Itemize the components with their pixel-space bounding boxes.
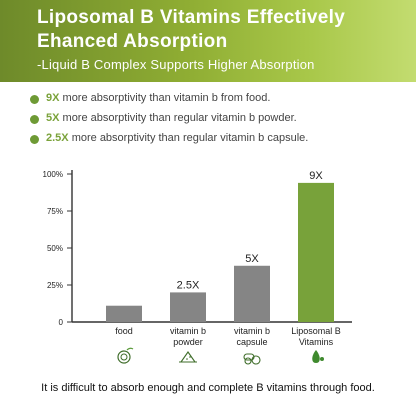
page-title-line-1: Liposomal B Vitamins Effectively xyxy=(37,7,346,28)
food-icon xyxy=(117,347,134,364)
benefit-list: 9X more absorptivity than vitamin b from… xyxy=(30,90,410,150)
x-category-label: Vitamins xyxy=(299,337,334,347)
bar-data-label: 2.5X xyxy=(177,279,200,291)
benefit-description: more absorptivity than vitamin b from fo… xyxy=(59,92,271,104)
bullet-dot-icon xyxy=(30,115,39,124)
benefit-description: more absorptivity than regular vitamin b… xyxy=(68,132,309,144)
bar-4 xyxy=(298,182,334,322)
bullet-dot-icon xyxy=(30,95,39,104)
footer-note: It is difficult to absorb enough and com… xyxy=(41,382,375,394)
powder-icon xyxy=(179,351,197,363)
header-banner: Liposomal B Vitamins Effectively Ehanced… xyxy=(0,0,416,82)
droplet-icon xyxy=(312,350,324,363)
y-tick-label: 75% xyxy=(47,207,63,216)
x-category-label: vitamin b xyxy=(170,326,206,336)
bar-data-label: 9X xyxy=(309,170,323,182)
x-category-label: capsule xyxy=(236,337,267,347)
y-tick-label: 25% xyxy=(47,281,63,290)
x-category-label: food xyxy=(115,326,133,336)
x-category-label: Liposomal B xyxy=(291,326,341,336)
capsule-icon xyxy=(243,353,261,365)
benefit-highlight: 5X xyxy=(46,112,60,124)
benefit-description: more absorptivity than regular vitamin b… xyxy=(59,112,297,124)
y-tick-label: 100% xyxy=(43,170,63,179)
benefit-item: 5X more absorptivity than regular vitami… xyxy=(30,110,410,130)
benefit-text: 5X more absorptivity than regular vitami… xyxy=(46,112,297,124)
bar-1 xyxy=(106,305,142,322)
x-category-label: powder xyxy=(173,337,203,347)
benefit-item: 2.5X more absorptivity than regular vita… xyxy=(30,130,410,150)
y-tick-label: 0 xyxy=(59,318,64,327)
page-subtitle: -Liquid B Complex Supports Higher Absorp… xyxy=(37,57,315,72)
bar-data-label: 5X xyxy=(245,253,259,265)
benefit-item: 9X more absorptivity than vitamin b from… xyxy=(30,90,410,110)
x-category-label: vitamin b xyxy=(234,326,270,336)
bullet-dot-icon xyxy=(30,135,39,144)
benefit-highlight: 9X xyxy=(46,92,60,104)
benefit-text: 2.5X more absorptivity than regular vita… xyxy=(46,132,308,144)
benefit-highlight: 2.5X xyxy=(46,132,69,144)
benefit-text: 9X more absorptivity than vitamin b from… xyxy=(46,92,270,104)
page-title-line-2: Ehanced Absorption xyxy=(37,31,228,52)
y-tick-label: 50% xyxy=(47,244,63,253)
bar-2 xyxy=(170,292,206,322)
bar-3 xyxy=(234,265,270,322)
